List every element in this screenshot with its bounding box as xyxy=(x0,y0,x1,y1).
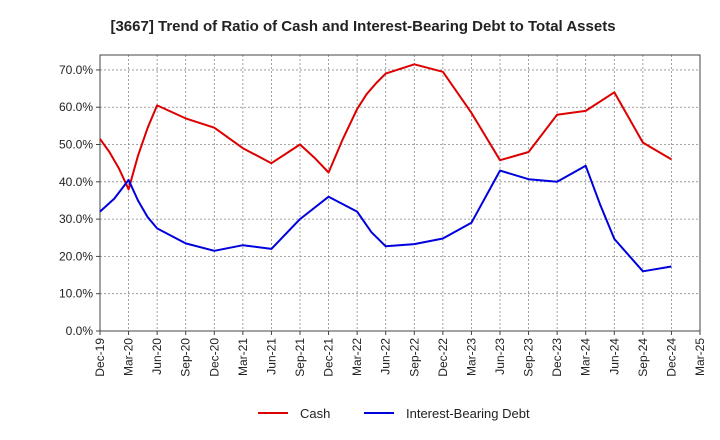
x-tick-label: Sep-20 xyxy=(179,338,193,377)
y-tick-label: 50.0% xyxy=(59,138,93,152)
x-tick-label: Jun-20 xyxy=(150,338,164,375)
series-line-0 xyxy=(99,63,672,191)
x-tick-label: Jun-22 xyxy=(379,338,393,375)
x-tick-label: Dec-20 xyxy=(207,338,221,377)
y-tick-label: 40.0% xyxy=(59,175,93,189)
x-tick-label: Sep-23 xyxy=(522,338,536,377)
legend-label-0: Cash xyxy=(300,406,330,421)
x-tick-label: Dec-23 xyxy=(550,338,564,377)
x-tick-label: Dec-21 xyxy=(322,338,336,377)
x-tick-label: Mar-20 xyxy=(122,338,136,376)
grid-lines xyxy=(99,55,701,332)
x-tick-label: Jun-21 xyxy=(264,338,278,375)
plot-frame xyxy=(99,54,701,332)
x-tick-label: Mar-22 xyxy=(350,338,364,376)
x-tick-label: Sep-22 xyxy=(407,338,421,377)
x-tick-label: Dec-24 xyxy=(664,338,678,377)
y-tick-label: 0.0% xyxy=(66,324,94,338)
x-tick-label: Sep-24 xyxy=(636,338,650,377)
x-tick-label: Mar-24 xyxy=(579,338,593,376)
x-tick-label: Jun-24 xyxy=(607,338,621,375)
x-tick-label: Jun-23 xyxy=(493,338,507,375)
y-tick-label: 60.0% xyxy=(59,100,93,114)
legend-label-1: Interest-Bearing Debt xyxy=(406,406,530,421)
series-line-1 xyxy=(99,164,672,273)
x-tick-label: Mar-23 xyxy=(464,338,478,376)
x-tick-label: Sep-21 xyxy=(293,338,307,377)
x-tick-label: Dec-22 xyxy=(436,338,450,377)
y-tick-label: 70.0% xyxy=(59,63,93,77)
x-tick-label: Mar-25 xyxy=(693,338,707,376)
series-group xyxy=(99,63,672,273)
x-tick-label: Dec-19 xyxy=(93,338,107,377)
y-axis: 0.0% 10.0% 20.0% 30.0% 40.0% 50.0% 60.0% 70.0% xyxy=(59,63,100,338)
x-tick-label: Mar-21 xyxy=(236,338,250,376)
chart-title: [3667] Trend of Ratio of Cash and Intere… xyxy=(110,18,615,35)
legend: Cash Interest-Bearing Debt xyxy=(258,406,530,421)
y-tick-label: 20.0% xyxy=(59,249,93,263)
x-axis: Dec-19 Mar-20 Jun-20 Sep-20 Dec-20 Mar-21 Jun-… xyxy=(93,331,707,377)
y-tick-label: 10.0% xyxy=(59,287,93,301)
y-tick-label: 30.0% xyxy=(59,212,93,226)
